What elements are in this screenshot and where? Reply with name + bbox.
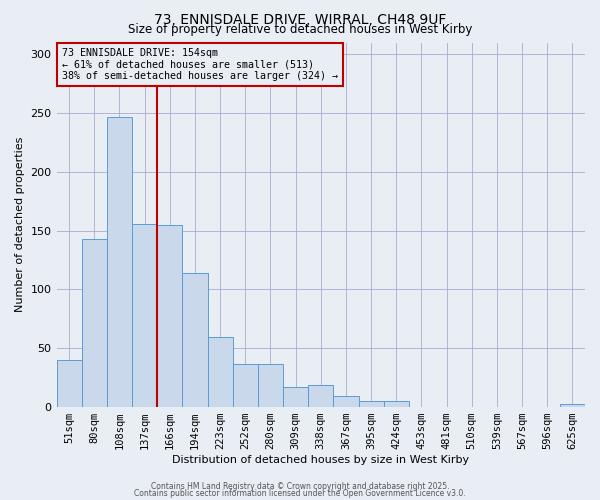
Text: 73 ENNISDALE DRIVE: 154sqm
← 61% of detached houses are smaller (513)
38% of sem: 73 ENNISDALE DRIVE: 154sqm ← 61% of deta… bbox=[62, 48, 338, 81]
Bar bbox=[283, 387, 308, 407]
Text: Contains HM Land Registry data © Crown copyright and database right 2025.: Contains HM Land Registry data © Crown c… bbox=[151, 482, 449, 491]
Bar bbox=[56, 360, 82, 407]
Text: Contains public sector information licensed under the Open Government Licence v3: Contains public sector information licen… bbox=[134, 489, 466, 498]
Bar bbox=[308, 384, 334, 407]
Bar bbox=[107, 116, 132, 407]
Bar bbox=[258, 364, 283, 407]
Bar bbox=[359, 401, 383, 407]
Text: 73, ENNISDALE DRIVE, WIRRAL, CH48 9UF: 73, ENNISDALE DRIVE, WIRRAL, CH48 9UF bbox=[154, 12, 446, 26]
Bar bbox=[560, 404, 585, 407]
Bar bbox=[208, 336, 233, 407]
Bar bbox=[383, 401, 409, 407]
Bar bbox=[132, 224, 157, 407]
Bar bbox=[182, 273, 208, 407]
Bar bbox=[82, 239, 107, 407]
Bar bbox=[334, 396, 359, 407]
Bar bbox=[233, 364, 258, 407]
X-axis label: Distribution of detached houses by size in West Kirby: Distribution of detached houses by size … bbox=[172, 455, 469, 465]
Y-axis label: Number of detached properties: Number of detached properties bbox=[15, 137, 25, 312]
Bar bbox=[157, 225, 182, 407]
Text: Size of property relative to detached houses in West Kirby: Size of property relative to detached ho… bbox=[128, 22, 472, 36]
